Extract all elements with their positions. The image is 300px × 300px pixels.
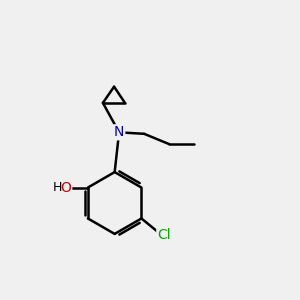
- Text: O: O: [60, 181, 71, 194]
- Text: N: N: [114, 125, 124, 139]
- Text: H: H: [53, 181, 62, 194]
- Text: Cl: Cl: [157, 228, 171, 242]
